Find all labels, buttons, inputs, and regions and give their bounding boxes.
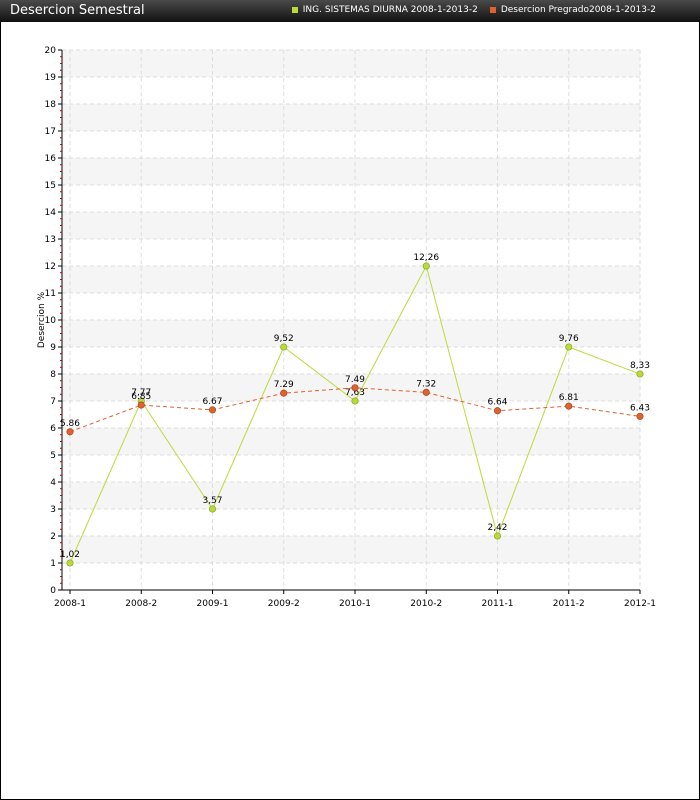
data-label: 7.32	[416, 379, 436, 389]
y-tick-label: 9	[50, 343, 56, 353]
data-label: 6.85	[131, 392, 151, 402]
grid-band	[62, 536, 640, 563]
legend-item-series-b[interactable]: Desercion Pregrado2008-1-2013-2	[489, 5, 656, 15]
data-label: 7.29	[274, 380, 294, 390]
data-point	[493, 532, 502, 540]
data-label: 6.81	[559, 393, 579, 403]
legend-label-series-b: Desercion Pregrado2008-1-2013-2	[500, 5, 656, 15]
data-point	[351, 384, 359, 392]
grid-band	[62, 266, 640, 293]
legend-item-series-a[interactable]: ING. SISTEMAS DIURNA 2008-1-2013-2	[291, 5, 478, 15]
y-tick-label: 6	[50, 424, 56, 434]
y-tick-label: 0	[50, 586, 56, 596]
y-tick-label: 1	[50, 559, 56, 569]
grid-band	[62, 374, 640, 401]
data-label: 6.43	[630, 403, 650, 413]
chart-titlebar: Desercion Semestral ING. SISTEMAS DIURNA…	[0, 0, 700, 22]
x-tick-label: 2010-1	[339, 599, 371, 609]
data-point	[636, 370, 644, 378]
y-tick-label: 12	[45, 262, 56, 272]
data-point	[66, 428, 74, 436]
data-point	[493, 407, 502, 415]
data-point	[636, 412, 644, 420]
chart-legend: ING. SISTEMAS DIURNA 2008-1-2013-2 Deser…	[291, 5, 656, 15]
grid-band	[62, 104, 640, 131]
x-tick-label: 2012-1	[624, 599, 656, 609]
grid-band	[62, 482, 640, 509]
y-tick-label: 10	[45, 316, 57, 326]
data-label: 8,33	[630, 361, 650, 371]
data-point	[351, 397, 359, 405]
data-label: 9,52	[274, 334, 294, 344]
data-label: 6.64	[487, 398, 507, 408]
y-tick-label: 3	[50, 505, 56, 515]
y-tick-label: 11	[45, 289, 56, 299]
y-tick-label: 15	[45, 181, 56, 191]
y-tick-label: 20	[45, 46, 57, 56]
y-tick-label: 19	[45, 73, 57, 83]
legend-label-series-a: ING. SISTEMAS DIURNA 2008-1-2013-2	[302, 5, 478, 15]
legend-swatch-series-a	[291, 7, 298, 13]
grid-band	[62, 50, 640, 77]
data-label: 9,76	[559, 334, 579, 344]
data-point	[565, 343, 573, 351]
y-tick-label: 4	[50, 478, 56, 488]
y-tick-label: 14	[45, 208, 57, 218]
x-tick-label: 2009-1	[197, 599, 229, 609]
x-tick-label: 2010-2	[410, 599, 442, 609]
data-label: 7,77	[131, 388, 151, 398]
legend-swatch-series-b	[489, 7, 496, 13]
data-point	[422, 262, 430, 270]
y-tick-label: 17	[45, 127, 56, 137]
y-tick-label: 18	[45, 100, 57, 110]
data-point	[422, 388, 430, 396]
x-tick-label: 2009-2	[268, 599, 300, 609]
y-tick-label: 5	[50, 451, 56, 461]
data-point	[137, 401, 145, 409]
data-point	[280, 389, 288, 397]
data-label: 2,42	[487, 523, 507, 533]
data-point	[208, 505, 217, 513]
data-point	[565, 402, 573, 410]
y-tick-label: 7	[50, 397, 56, 407]
grid-band	[62, 158, 640, 185]
grid-band	[62, 212, 640, 239]
data-label: 1,02	[60, 550, 80, 560]
x-tick-label: 2011-2	[553, 599, 585, 609]
data-label: 7,63	[345, 388, 365, 398]
data-point	[66, 559, 74, 567]
grid-band	[62, 320, 640, 347]
data-point	[280, 343, 288, 351]
chart-title: Desercion Semestral	[10, 3, 145, 18]
x-tick-label: 2011-1	[482, 599, 514, 609]
x-tick-label: 2008-1	[54, 599, 86, 609]
data-label: 12,26	[413, 253, 439, 263]
y-axis-title: Desercion %	[37, 291, 47, 348]
y-tick-label: 16	[45, 154, 57, 164]
data-label: 3,57	[202, 496, 222, 506]
y-tick-label: 13	[45, 235, 56, 245]
data-point	[208, 406, 217, 414]
y-tick-label: 8	[50, 370, 56, 380]
data-label: 5.86	[60, 419, 80, 429]
y-tick-label: 2	[50, 532, 56, 542]
data-label: 7.49	[345, 375, 365, 385]
grid-band	[62, 428, 640, 455]
data-label: 6.67	[202, 397, 222, 407]
series-line	[69, 387, 641, 433]
x-tick-label: 2008-2	[125, 599, 157, 609]
